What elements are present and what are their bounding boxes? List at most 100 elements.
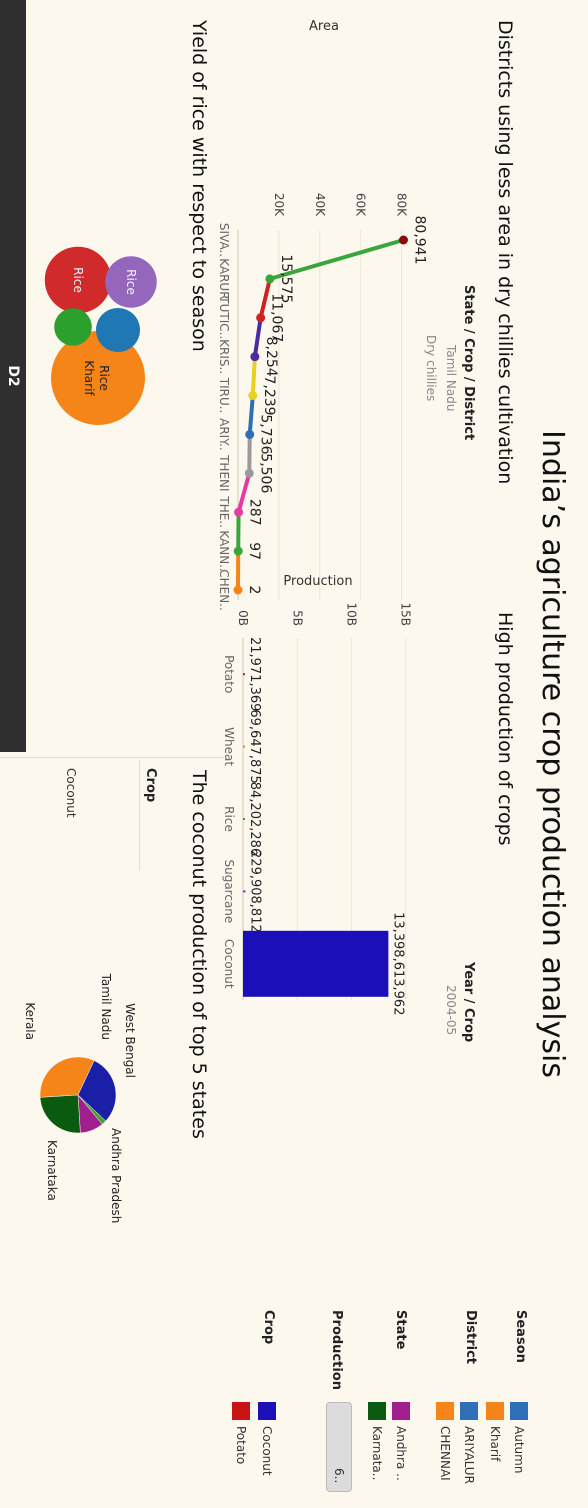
- x-tick-label: KRIS..: [217, 339, 231, 374]
- bar: [243, 745, 245, 748]
- bubble-label: Rice: [124, 269, 138, 295]
- x-tick-label: TUTIC..: [217, 295, 231, 339]
- production-bar-chart: 15B 10B 5B 0B Production 21,971,369 Potato 69,6…: [222, 574, 413, 1015]
- bar-value-label: 84,202,286: [247, 782, 262, 856]
- pie-label: West Bengal: [123, 1003, 137, 1078]
- data-point: [398, 235, 408, 245]
- pie-label: Andhra Pradesh: [109, 1128, 123, 1223]
- y-axis-title: Production: [283, 574, 352, 589]
- data-point: [256, 313, 266, 323]
- bar: [243, 818, 245, 820]
- x-tick-label: CHEN..: [217, 569, 231, 611]
- x-tick-label: THENI: [217, 454, 231, 491]
- swatch-potato: [232, 1402, 250, 1420]
- data-point: [248, 391, 258, 401]
- legend-crop-potato[interactable]: Potato: [232, 1402, 250, 1464]
- line-segment: [258, 276, 272, 320]
- legend-state-andhra[interactable]: Andhra ..: [392, 1402, 410, 1481]
- data-point: [265, 274, 275, 284]
- legend-label: Autumn: [512, 1426, 526, 1474]
- data-label: 7,239: [261, 376, 277, 416]
- bubble: [54, 308, 92, 346]
- x-tick-label: THE..: [217, 495, 231, 528]
- legend-season-title: Season: [513, 1310, 528, 1363]
- x-tick-label: Wheat: [222, 727, 236, 766]
- y-tick-label: 20K: [272, 193, 286, 217]
- legend-crop-title: Crop: [261, 1310, 276, 1345]
- line-segment: [247, 393, 255, 437]
- swatch-chennai: [436, 1402, 454, 1420]
- legend-label: CHENNAI: [438, 1426, 452, 1481]
- bar: [243, 673, 245, 676]
- x-tick-label: TIRU..: [217, 377, 231, 414]
- slider-value: 6..: [332, 1468, 346, 1484]
- y-tick-label: 80K: [395, 193, 409, 217]
- swatch-ariyalur: [460, 1402, 478, 1420]
- legend-season-kharif[interactable]: Kharif: [486, 1402, 504, 1461]
- pie-slice: [39, 1056, 95, 1098]
- bar: [243, 890, 246, 893]
- line-segment: [267, 238, 406, 281]
- data-label: 80,941: [411, 216, 427, 265]
- line-segment: [252, 315, 263, 359]
- x-tick-label: Coconut: [222, 939, 236, 989]
- data-label: 11,067: [269, 293, 285, 342]
- legend-label: Potato: [234, 1426, 248, 1465]
- legend-state-karnataka[interactable]: Karnata..: [368, 1402, 386, 1480]
- bubble: [44, 246, 112, 314]
- bar: [243, 930, 389, 997]
- data-point: [250, 352, 260, 362]
- y-tick-label: 40K: [313, 193, 327, 217]
- y-axis-title: Area: [309, 19, 339, 34]
- legend-label: Andhra ..: [394, 1426, 408, 1481]
- swatch-kharif: [486, 1402, 504, 1420]
- bubble: [105, 256, 157, 308]
- bar-value-label: 13,398,613,962: [390, 912, 405, 1015]
- legend-season-autumn[interactable]: Autumn: [510, 1402, 528, 1473]
- pie-slice: [77, 1060, 117, 1122]
- x-tick-label: Potato: [222, 655, 236, 693]
- swatch-karnataka: [368, 1402, 386, 1420]
- y-tick-label: 60K: [354, 193, 368, 217]
- x-tick-label: Sugarcane: [222, 859, 236, 923]
- line-segment: [236, 471, 252, 515]
- y-tick-label: 15B: [399, 602, 413, 626]
- area-line-chart: 80K 60K 40K 20K Area 80,941 SIVA.. 15,575 KARUR 1…: [217, 19, 427, 611]
- pie-label: Kerala: [23, 1002, 37, 1040]
- x-tick-label: KARUR: [217, 258, 231, 299]
- bubble-label: Rice: [71, 267, 85, 293]
- legend-district-chennai[interactable]: CHENNAI: [436, 1402, 454, 1481]
- bar-value-label: 229,908,812: [247, 850, 262, 933]
- y-tick-label: 10B: [344, 602, 358, 626]
- data-label: 287: [247, 499, 263, 526]
- line-segment: [250, 354, 257, 398]
- pie-label: Karnataka: [45, 1140, 59, 1201]
- production-range-slider[interactable]: 6..: [326, 1402, 352, 1492]
- bubble-label: Kharif: [82, 360, 96, 396]
- legend-production-title: Production: [329, 1310, 344, 1390]
- x-tick-label: Rice: [222, 806, 236, 832]
- legend-label: Kharif: [488, 1426, 502, 1462]
- bubble: [95, 307, 141, 353]
- data-label: 5,736: [258, 414, 274, 454]
- data-label: 2: [246, 586, 262, 595]
- legend-crop-coconut[interactable]: Coconut: [258, 1402, 276, 1476]
- pie-label: Tamil Nadu: [99, 973, 113, 1040]
- x-tick-label: ARIY..: [217, 418, 231, 451]
- legend-district-ariyalur[interactable]: ARIYALUR: [460, 1402, 478, 1484]
- x-tick-label: KANN..: [217, 530, 231, 571]
- x-tick-label: SIVA..: [217, 223, 231, 257]
- bar-value-label: 21,971,369: [247, 637, 262, 711]
- data-label: 15,575: [278, 254, 294, 303]
- data-label: 5,506: [257, 453, 273, 493]
- legend-district-title: District: [463, 1310, 478, 1364]
- legend-label: Karnata..: [370, 1426, 384, 1481]
- swatch-autumn: [510, 1402, 528, 1420]
- legend-label: Coconut: [260, 1426, 274, 1476]
- bar-value-label: 69,647,875: [247, 709, 262, 783]
- y-tick-label: 5B: [290, 610, 304, 626]
- data-label: 97: [246, 542, 262, 560]
